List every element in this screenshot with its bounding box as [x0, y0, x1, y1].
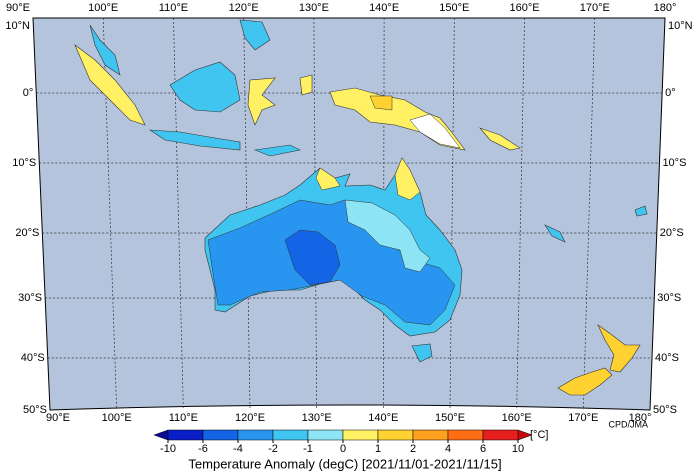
colorbar-tick-label: 4: [445, 443, 451, 455]
new-caledonia: [544, 224, 566, 243]
lon-label: 130°E: [302, 412, 332, 424]
lon-label: 150°E: [435, 412, 465, 424]
solomon-islands: [479, 127, 521, 151]
lat-label: 0°: [665, 87, 676, 99]
colorbar-tick-label: 1: [375, 443, 381, 455]
colorbar-bin: [342, 429, 379, 441]
colorbar-bin: [167, 429, 204, 441]
no-data: [409, 113, 461, 149]
colorbar-low-extension: [153, 429, 169, 441]
lat-label: 50°S: [23, 404, 47, 416]
lat-label: 10°N: [668, 20, 693, 32]
lon-label: 160°E: [510, 2, 540, 14]
coordinate-labels: 90°E 90°E 100°E 100°E 110°E 110°E 120°E 120°E 13…: [5, 2, 692, 424]
colorbar-bin: [237, 429, 274, 441]
new-zealand-south: [557, 367, 613, 396]
colorbar-tick-label: 10: [512, 443, 524, 455]
colorbar-tick-label: 2: [410, 443, 416, 455]
anomaly-region: [344, 199, 431, 273]
borneo: [169, 61, 241, 113]
meridian: [516, 17, 525, 411]
colorbar-tick-label: -10: [160, 443, 176, 455]
lon-label: 90°E: [46, 412, 70, 424]
lat-label: 50°S: [653, 404, 677, 416]
new-zealand-north: [597, 324, 641, 373]
lat-label: 10°S: [12, 157, 36, 169]
lat-label: 20°S: [15, 227, 39, 239]
meridian: [582, 17, 596, 411]
lon-label: 140°E: [369, 2, 399, 14]
colorbar-bin: [307, 429, 344, 441]
halmahera: [299, 74, 313, 96]
sumatra: [74, 44, 146, 126]
lon-label: 130°E: [299, 2, 329, 14]
lon-label: 170°E: [568, 412, 598, 424]
anomaly-region: [284, 229, 341, 286]
lon-label: 100°E: [88, 2, 118, 14]
lon-label: 150°E: [439, 2, 469, 14]
fiji: [634, 205, 648, 217]
lat-label: 40°S: [21, 352, 45, 364]
lon-label: 100°E: [102, 412, 132, 424]
colorbar-tick-label: -1: [303, 443, 313, 455]
colorbar-tick-label: 6: [480, 443, 486, 455]
colorbar-title: Temperature Anomaly (degC) [2021/11/01-2…: [188, 456, 501, 471]
lat-label: 30°S: [18, 292, 42, 304]
colorbar-unit: [°C]: [530, 429, 548, 441]
colorbar-bin: [202, 429, 239, 441]
lon-label: 160°E: [502, 412, 532, 424]
colorbar-bin: [377, 429, 414, 441]
colorbar-bin: [447, 429, 484, 441]
timor: [253, 144, 301, 157]
lat-label: 20°S: [660, 227, 684, 239]
lat-label: 10°S: [662, 157, 686, 169]
lon-label: 180°: [654, 2, 677, 14]
lon-label: 120°E: [229, 2, 259, 14]
sulawesi: [247, 77, 276, 126]
lon-label: 110°E: [169, 412, 198, 424]
land: [74, 19, 648, 396]
colorbar-bin: [412, 429, 449, 441]
colorbar: -10 -6 -4 -2 -1 0 1 2 4 6 10: [153, 429, 533, 455]
colorbar-bin: [482, 429, 519, 441]
tasmania: [411, 343, 433, 363]
malaya: [89, 24, 121, 76]
lon-label: 90°E: [6, 2, 30, 14]
anomaly-region: [315, 167, 341, 191]
lat-label: 40°S: [655, 352, 679, 364]
colorbar-tick-label: 0: [340, 443, 346, 455]
lat-label: 30°S: [657, 292, 681, 304]
lon-label: 140°E: [368, 412, 398, 424]
credit: CPD/JMA: [608, 419, 648, 429]
philippines: [239, 19, 271, 51]
colorbar-tick-label: -6: [198, 443, 208, 455]
lat-label: 10°N: [5, 20, 30, 32]
java: [148, 129, 241, 151]
colorbar-bin: [272, 429, 309, 441]
colorbar-tick-label: -4: [233, 443, 243, 455]
anomaly-region: [369, 95, 393, 111]
lon-label: 170°E: [580, 2, 610, 14]
lon-label: 110°E: [159, 2, 188, 14]
colorbar-tick-label: -2: [268, 443, 278, 455]
lon-label: 120°E: [235, 412, 265, 424]
lon-label: 180°: [629, 412, 652, 424]
anomaly-region: [394, 157, 421, 201]
lat-label: 0°: [23, 87, 34, 99]
meridian: [449, 17, 455, 411]
